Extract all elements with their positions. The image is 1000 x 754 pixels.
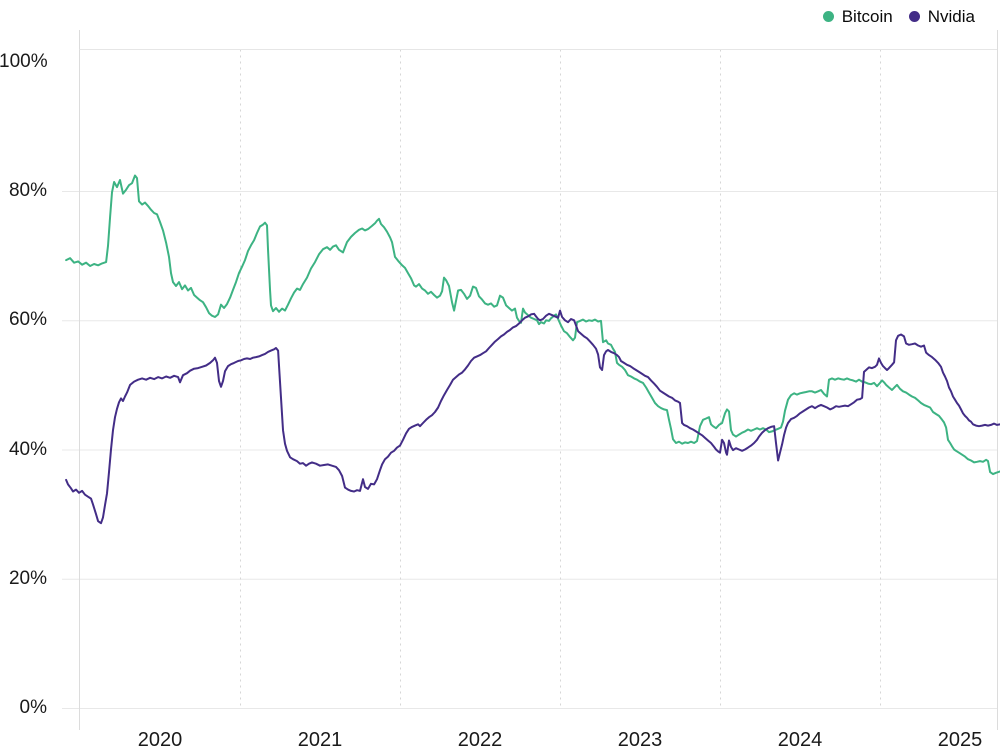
legend-label-bitcoin: Bitcoin	[841, 7, 893, 26]
bitcoin-series-dot	[822, 11, 834, 22]
nvidia-series-dot	[908, 11, 920, 22]
legend-item-nvidia[interactable]: Nvidia	[908, 5, 975, 28]
legend-label-nvidia: Nvidia	[927, 7, 975, 26]
legend-item-bitcoin[interactable]: Bitcoin	[822, 5, 893, 28]
legend: Bitcoin Nvidia	[822, 5, 975, 28]
bitcoin-line	[65, 174, 1000, 476]
nvidia-line	[65, 309, 1000, 525]
